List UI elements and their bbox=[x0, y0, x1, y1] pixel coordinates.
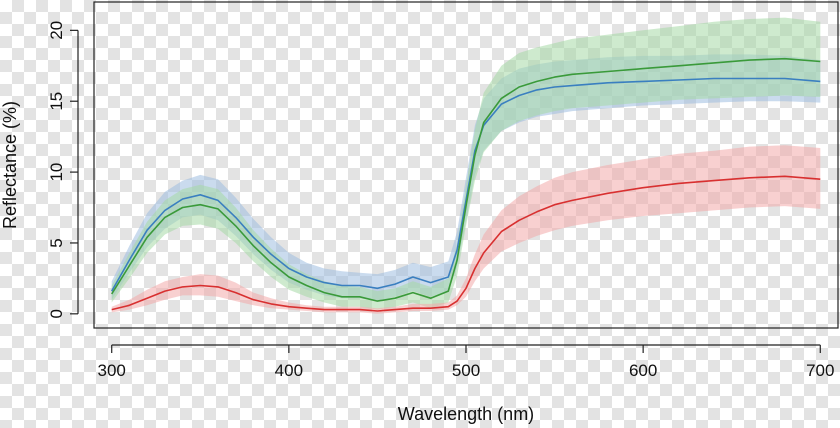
series-3-line bbox=[111, 175, 821, 312]
y-tick-label: 20 bbox=[47, 21, 66, 40]
x-axis-title: Wavelength (nm) bbox=[398, 404, 534, 424]
series-1-line bbox=[111, 77, 821, 292]
x-tick-label: 300 bbox=[98, 361, 126, 380]
series-2-line bbox=[111, 57, 821, 302]
y-axis: 0 5 10 15 20 bbox=[47, 21, 79, 319]
x-tick-label: 500 bbox=[452, 361, 480, 380]
y-tick-label: 0 bbox=[47, 309, 66, 318]
series-2-band bbox=[111, 17, 821, 310]
x-axis: 300 400 500 600 700 bbox=[98, 344, 834, 380]
x-tick-label: 400 bbox=[275, 361, 303, 380]
y-tick-label: 5 bbox=[47, 238, 66, 247]
y-axis-title: Reflectance (%) bbox=[0, 101, 20, 229]
confidence-bands bbox=[111, 17, 821, 314]
plot-frame bbox=[93, 1, 839, 329]
y-tick-label: 15 bbox=[47, 92, 66, 111]
y-tick-label: 10 bbox=[47, 163, 66, 182]
x-tick-label: 700 bbox=[806, 361, 834, 380]
series-lines bbox=[111, 57, 821, 312]
x-tick-label: 600 bbox=[629, 361, 657, 380]
